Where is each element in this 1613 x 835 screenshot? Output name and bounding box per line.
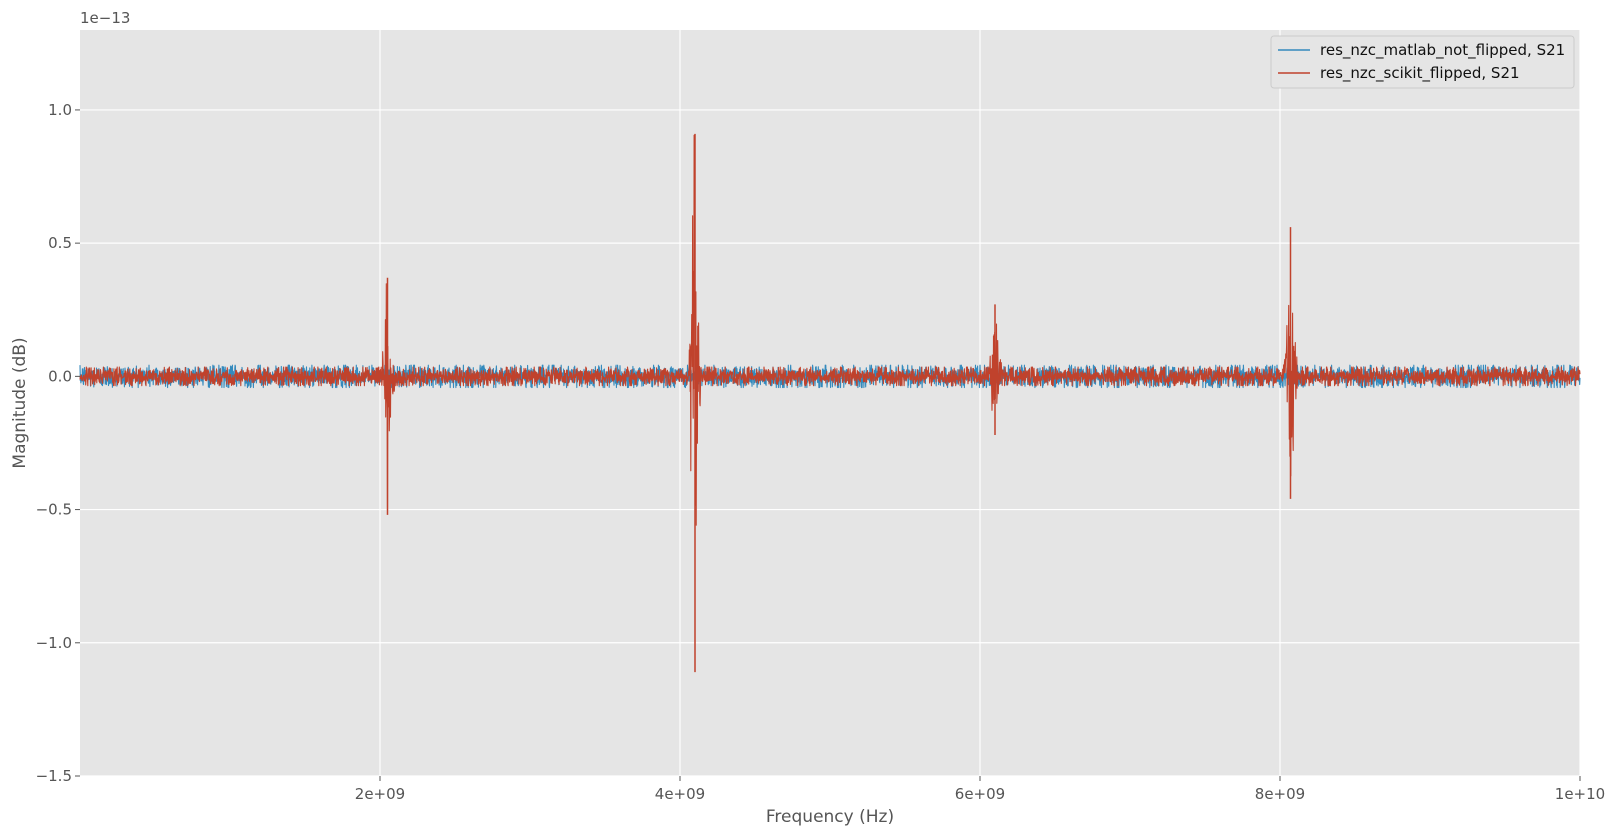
- x-tick-label: 4e+09: [655, 785, 705, 803]
- legend: res_nzc_matlab_not_flipped, S21 res_nzc_…: [1270, 35, 1575, 89]
- y-offset-label: 1e−13: [80, 9, 130, 27]
- y-axis-label: Magnitude (dB): [10, 337, 30, 468]
- gridlines: [80, 30, 1581, 777]
- y-tick-label: 1.0: [48, 101, 72, 119]
- x-tick-label: 1e+10: [1555, 785, 1605, 803]
- y-tick-label: −1.0: [36, 634, 72, 652]
- y-tick-label: 0.5: [48, 234, 72, 252]
- legend-entry-scikit: res_nzc_scikit_flipped, S21: [1320, 64, 1520, 83]
- x-axis-ticks: 2e+09 4e+09 6e+09 8e+09 1e+10: [355, 776, 1605, 803]
- x-tick-label: 8e+09: [1255, 785, 1305, 803]
- x-tick-label: 6e+09: [955, 785, 1005, 803]
- series-layer: [79, 133, 1581, 673]
- legend-entry-matlab: res_nzc_matlab_not_flipped, S21: [1320, 41, 1565, 60]
- plot-background: [80, 30, 1580, 776]
- x-axis-label: Frequency (Hz): [766, 807, 894, 827]
- legend-box: [1270, 35, 1575, 89]
- y-axis-ticks: 1.0 0.5 0.0 −0.5 −1.0 −1.5: [36, 101, 80, 785]
- y-tick-label: −1.5: [36, 767, 72, 785]
- series-line-scikit: [79, 134, 1581, 526]
- y-tick-label: 0.0: [48, 367, 72, 385]
- x-tick-label: 2e+09: [355, 785, 405, 803]
- y-tick-label: −0.5: [36, 501, 72, 519]
